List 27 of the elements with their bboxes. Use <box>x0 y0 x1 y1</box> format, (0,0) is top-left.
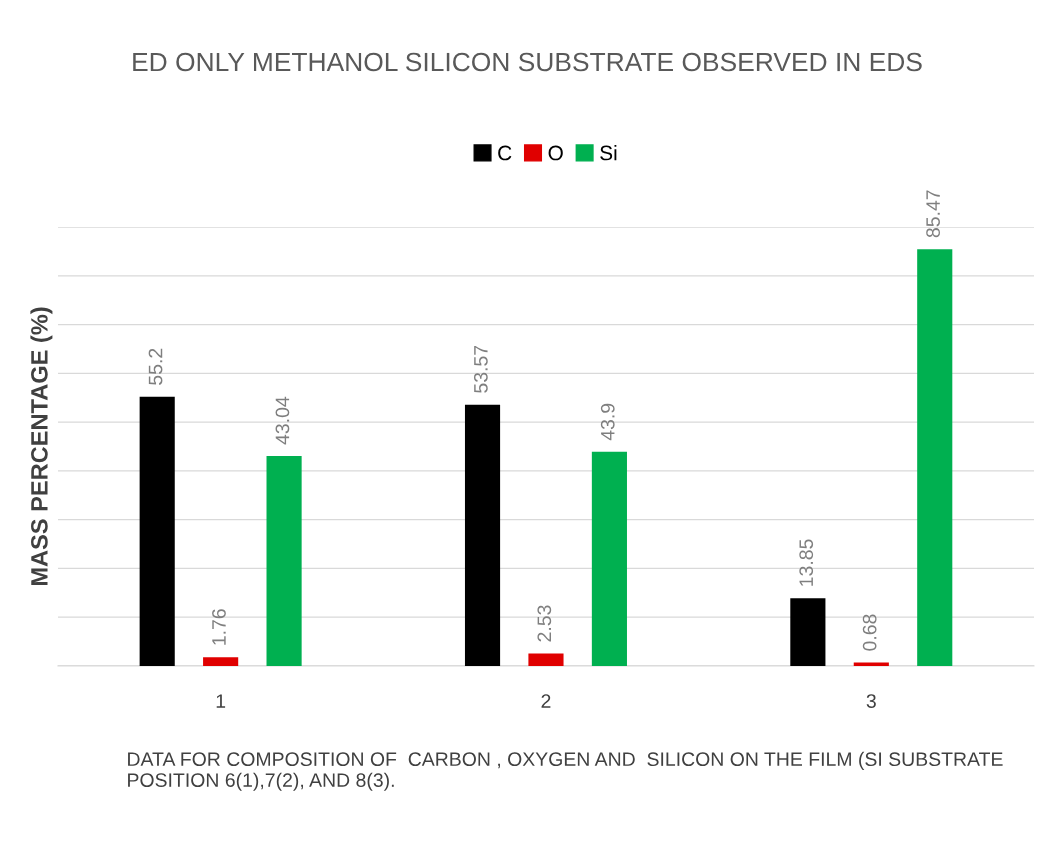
data-label: 53.57 <box>473 345 488 393</box>
data-label: 2.53 <box>537 605 552 642</box>
data-label: 1.76 <box>212 609 226 645</box>
bar <box>790 598 826 666</box>
x-tick-label: 2 <box>541 694 551 708</box>
data-label: 13.85 <box>799 539 814 586</box>
legend-label: O <box>548 145 563 161</box>
chart-title: ED ONLY METHANOL SILICON SUBSTRATE OBSERVED IN EDS <box>133 52 922 72</box>
bar <box>203 657 239 666</box>
bar <box>591 451 627 666</box>
bar <box>266 456 302 666</box>
y-axis-title: MASS PERCENTAGE (%) <box>30 307 53 586</box>
data-label: 43.04 <box>275 396 290 445</box>
legend-label: C <box>498 145 512 161</box>
bar <box>464 404 501 666</box>
x-tick-label: 3 <box>866 694 876 708</box>
bar <box>139 396 175 666</box>
x-tick-label: 1 <box>216 694 226 708</box>
data-label: 0.68 <box>862 614 877 651</box>
data-label: 55.2 <box>148 348 163 385</box>
bar <box>528 653 564 666</box>
bar <box>853 662 889 666</box>
data-label: 85.47 <box>926 190 940 238</box>
data-label: 43.9 <box>600 403 615 441</box>
x-axis-title: DATA FOR COMPOSITION OF CARBON , OXYGEN AND SILICON ON THE FILM (SI SUBSTRATE POSITION 6(1),7(2), AND 8(3). <box>128 751 1003 791</box>
bar <box>917 249 953 666</box>
legend-label: Si <box>600 145 617 161</box>
